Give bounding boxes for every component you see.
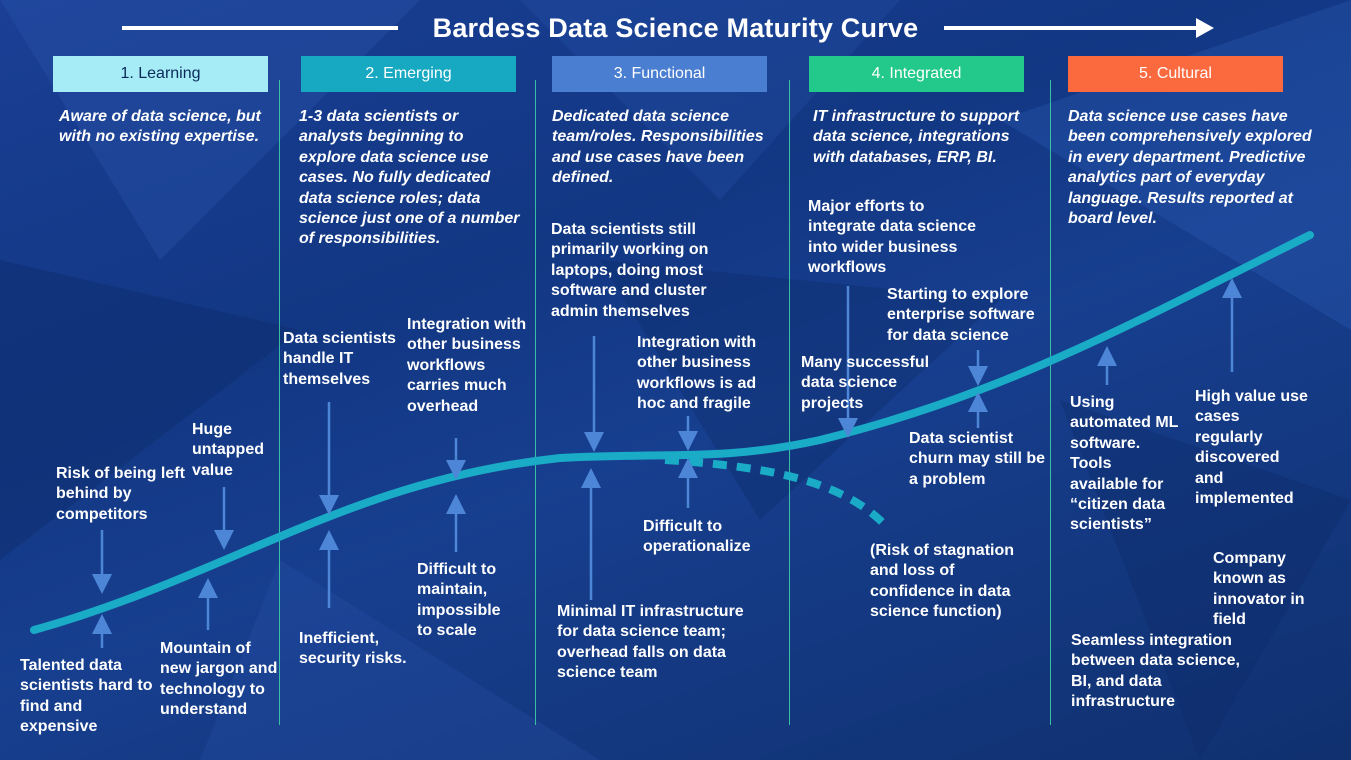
note-many-successful: Many successful data science projects <box>801 354 930 412</box>
stage-emerging: 2. Emerging <box>301 56 516 92</box>
note-huge-value: Huge untapped value <box>192 421 264 479</box>
desc-functional: Dedicated data science team/roles. Respo… <box>552 108 764 187</box>
divider-1 <box>279 80 280 725</box>
divider-3 <box>789 80 790 725</box>
stage-functional: 3. Functional <box>552 56 767 92</box>
stage-learning: 1. Learning <box>53 56 268 92</box>
note-minimal-it: Minimal IT infrastructure for data scien… <box>557 603 744 682</box>
stage-integrated: 4. Integrated <box>809 56 1024 92</box>
note-innovator: Company known as innovator in field <box>1213 550 1305 629</box>
desc-cultural: Data science use cases have been compreh… <box>1068 108 1312 228</box>
title-line-left <box>122 26 398 30</box>
note-stagnation: (Risk of stagnation and loss of confiden… <box>870 542 1015 621</box>
desc-learning: Aware of data science, but with no exist… <box>59 108 261 146</box>
note-laptops: Data scientists still primarily working … <box>551 221 709 320</box>
note-difficult-maintain: Difficult to maintain, impossible to sca… <box>417 561 501 640</box>
note-integration-adhoc: Integration with other business workflow… <box>637 334 757 413</box>
divider-2 <box>535 80 536 725</box>
page-title: Bardess Data Science Maturity Curve <box>432 13 919 43</box>
note-integration-overhead: Integration with other business workflow… <box>407 316 527 415</box>
note-automated-ml: Using automated ML software. Tools avail… <box>1070 394 1179 534</box>
note-churn: Data scientist churn may still be a prob… <box>909 430 1046 488</box>
note-risk-behind: Risk of being left behind by competitors <box>56 465 185 523</box>
note-inefficient: Inefficient, security risks. <box>299 630 407 668</box>
title-line-right <box>944 26 1198 30</box>
note-high-value: High value use cases regularly discovere… <box>1195 388 1308 508</box>
note-handle-it: Data scientists handle IT themselves <box>283 330 396 388</box>
note-mountain: Mountain of new jargon and technology to… <box>160 640 278 719</box>
note-talented: Talented data scientists hard to find an… <box>20 657 153 736</box>
desc-emerging: 1-3 data scientists or analysts beginnin… <box>299 108 520 248</box>
note-operationalize: Difficult to operationalize <box>643 518 751 556</box>
note-seamless: Seamless integration between data scienc… <box>1071 632 1240 711</box>
desc-integrated: IT infrastructure to support data scienc… <box>813 108 1020 166</box>
stage-cultural: 5. Cultural <box>1068 56 1283 92</box>
title-arrowhead-icon <box>1196 18 1214 38</box>
note-major-efforts: Major efforts to integrate data science … <box>808 198 977 277</box>
note-exploring-enterprise: Starting to explore enterprise software … <box>887 286 1035 344</box>
divider-4 <box>1050 80 1051 725</box>
